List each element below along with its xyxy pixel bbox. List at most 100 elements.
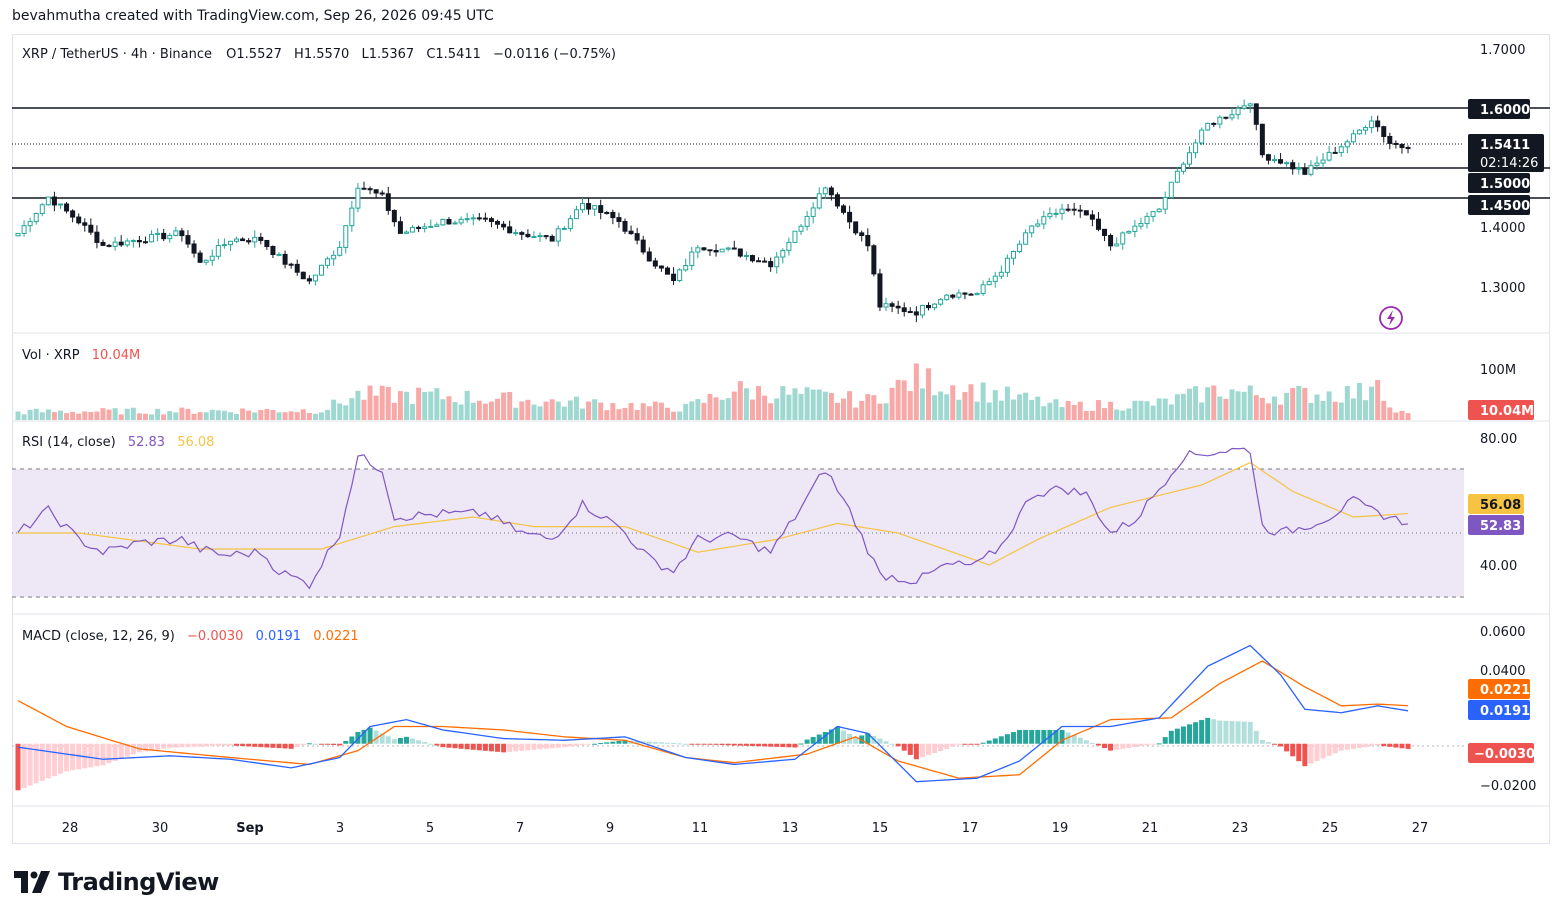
macd-histogram-bar (343, 740, 349, 744)
macd-histogram-bar (476, 743, 482, 751)
candle-body (1126, 230, 1132, 234)
volume-bar (39, 412, 45, 420)
candle-body (980, 284, 986, 294)
volume-bar (319, 412, 324, 420)
rsi-label-bg (1468, 515, 1524, 535)
volume-bar (1156, 398, 1162, 420)
volume-bar (889, 387, 895, 420)
ohlc-high: H1.5570 (294, 47, 349, 62)
candle-body (762, 260, 768, 263)
volume-bar (932, 395, 938, 420)
volume-bar (586, 401, 592, 420)
candle-body (173, 230, 179, 236)
candle-body (221, 244, 227, 247)
candle-body (270, 246, 276, 256)
macd-histogram-bar (883, 741, 889, 744)
candle-body (149, 233, 155, 243)
macd-histogram-bar (161, 743, 167, 749)
macd-histogram-bar (258, 743, 264, 748)
candle-body (719, 248, 725, 253)
macd-histogram-bar (695, 743, 701, 745)
macd-histogram-bar (106, 743, 112, 764)
tradingview-logo[interactable]: TradingView (14, 868, 219, 896)
candle-body (51, 196, 57, 206)
candle-body (155, 232, 161, 235)
macd-histogram-bar (227, 743, 233, 746)
macd-histogram-bar (1369, 743, 1375, 747)
candle-body (1162, 196, 1168, 210)
volume-bar (834, 402, 840, 420)
volume-bar (136, 413, 142, 420)
macd-histogram-bar (1120, 743, 1126, 749)
macd-histogram-bar (1314, 743, 1320, 761)
volume-bar (944, 394, 950, 420)
volume-bar (64, 413, 70, 420)
macd-hist-label: −0.0030 (1474, 747, 1535, 762)
volume-title: Vol · XRP (22, 348, 80, 363)
candle-body (209, 255, 215, 261)
candle-body (488, 218, 494, 222)
macd-histogram-bar (1083, 740, 1089, 744)
candle-body (847, 211, 853, 223)
candle-body (1363, 127, 1369, 131)
level-label-1500: 1.5000 (1480, 177, 1530, 192)
candle-body (646, 251, 652, 262)
level-label-1450-bg (1468, 195, 1530, 215)
volume-bar (361, 399, 367, 420)
volume-bar (501, 392, 507, 420)
candle-body (1071, 208, 1077, 211)
macd-histogram-bar (822, 731, 828, 744)
macd-histogram-bar (543, 743, 549, 749)
candle-body (901, 307, 907, 313)
candle-body (780, 249, 786, 258)
time-axis[interactable]: 28 30 Sep 3 5 7 9 11 13 15 17 19 21 23 25 27 (62, 821, 1429, 836)
macd-histogram-bar (64, 743, 70, 772)
volume-bar (1199, 402, 1205, 420)
candle-body (525, 233, 531, 238)
volume-bar (992, 390, 998, 420)
chart-attribution: bevahmutha created with TradingView.com,… (12, 8, 494, 24)
macd-histogram-bar (1041, 729, 1047, 744)
candle-body (179, 230, 185, 237)
candle-body (1023, 232, 1029, 245)
candle-body (1387, 135, 1393, 144)
candle-body (1229, 114, 1235, 119)
candle-body (1223, 116, 1229, 119)
macd-histogram-bar (136, 743, 142, 753)
candle-body (677, 269, 683, 282)
volume-bar (513, 407, 519, 420)
rsi-title: RSI (14, close) (22, 435, 116, 450)
volume-bar (252, 412, 258, 420)
macd-histogram-bar (1126, 743, 1132, 748)
macd-histogram-bar (112, 743, 118, 761)
volume-bar (355, 390, 361, 420)
volume-bar (1114, 409, 1120, 420)
candle-body (288, 263, 294, 266)
candle-body (161, 232, 167, 240)
volume-bar (276, 412, 282, 420)
volume-bar (325, 409, 331, 420)
volume-bar (149, 414, 155, 420)
candle-body (604, 212, 610, 215)
volume-bar (488, 401, 494, 420)
macd-hist-label-bg (1468, 743, 1534, 763)
macd-histogram-bar (932, 743, 938, 754)
candle-body (877, 273, 883, 308)
volume-bar (191, 413, 197, 420)
volume-bar (27, 409, 33, 420)
macd-histogram-bar (701, 743, 707, 745)
volume-bar (865, 394, 871, 420)
rsi-ma-label-bg (1468, 494, 1524, 514)
volume-bar (573, 396, 579, 420)
volume-bar (604, 410, 610, 420)
flash-icon[interactable] (1379, 306, 1403, 330)
volume-bar (1077, 401, 1083, 420)
price-tick-1700: 1.7000 (1480, 43, 1526, 58)
candle-body (792, 230, 798, 243)
time-axis-label: 11 (692, 821, 709, 836)
ohlc-open: O1.5527 (226, 47, 282, 62)
candle-body (1065, 208, 1071, 211)
volume-bar (622, 407, 628, 420)
volume-bar (731, 391, 737, 420)
